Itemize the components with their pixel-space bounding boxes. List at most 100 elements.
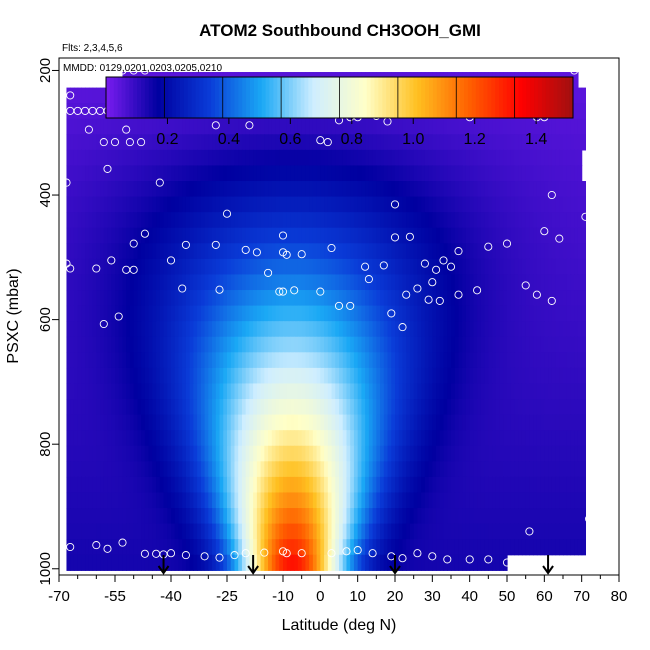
heatmap-cell	[372, 196, 377, 213]
heatmap-cell	[510, 181, 516, 198]
heatmap-cell	[185, 149, 191, 167]
heatmap-cell	[484, 274, 489, 291]
heatmap-cell	[268, 399, 273, 416]
heatmap-cell	[469, 367, 474, 385]
heatmap-cell	[268, 554, 273, 571]
heatmap-cell	[327, 196, 333, 213]
heatmap-cell	[563, 508, 568, 525]
heatmap-cell	[559, 383, 564, 400]
heatmap-cell	[574, 336, 579, 353]
heatmap-cell	[107, 430, 112, 447]
heatmap-cell	[193, 227, 198, 244]
observation-point	[103, 544, 112, 553]
heatmap-cell	[111, 523, 116, 540]
heatmap-cell	[413, 165, 418, 182]
heatmap-cell	[436, 492, 441, 509]
heatmap-cell	[417, 492, 422, 509]
heatmap-cell	[268, 445, 273, 462]
heatmap-cell	[171, 118, 176, 135]
heatmap-cell	[227, 461, 232, 478]
heatmap-cell	[495, 367, 501, 385]
heatmap-cell	[465, 196, 471, 213]
observation-point	[166, 256, 176, 265]
heatmap-cell	[77, 103, 82, 120]
heatmap-cell	[92, 243, 97, 260]
heatmap-cell	[219, 399, 224, 416]
heatmap-cell	[294, 305, 299, 322]
heatmap-cell	[398, 352, 404, 369]
heatmap-cell	[398, 383, 404, 400]
heatmap-cell	[477, 445, 482, 462]
heatmap-cell	[495, 165, 501, 182]
heatmap-cell	[137, 367, 142, 385]
heatmap-cell	[264, 414, 269, 431]
heatmap-cell	[335, 118, 340, 135]
colorbar-segment	[168, 77, 173, 118]
heatmap-cell	[339, 367, 344, 385]
heatmap-cell	[447, 445, 452, 462]
heatmap-cell	[260, 492, 265, 509]
heatmap-cell	[241, 227, 247, 244]
colorbar-segment	[475, 77, 481, 118]
heatmap-cell	[436, 118, 441, 135]
colorbar-segment	[195, 77, 200, 118]
heatmap-cell	[238, 523, 243, 540]
heatmap-cell	[85, 243, 90, 260]
heatmap-cell	[115, 290, 120, 307]
heatmap-cell	[223, 430, 228, 447]
heatmap-cell	[133, 554, 138, 571]
heatmap-cell	[81, 274, 86, 291]
heatmap-cell	[174, 367, 180, 385]
heatmap-cell	[256, 118, 262, 135]
heatmap-cell	[480, 258, 486, 276]
heatmap-cell	[518, 399, 523, 416]
heatmap-cell	[73, 321, 79, 338]
heatmap-cell	[163, 196, 168, 213]
heatmap-cell	[118, 274, 124, 291]
heatmap-cell	[566, 290, 572, 307]
heatmap-cell	[421, 414, 426, 431]
heatmap-cell	[144, 414, 150, 431]
heatmap-cell	[271, 367, 277, 385]
heatmap-cell	[275, 149, 280, 167]
heatmap-cell	[451, 227, 456, 244]
heatmap-cell	[559, 445, 564, 462]
heatmap-cell	[159, 430, 165, 447]
heatmap-cell	[342, 290, 348, 307]
heatmap-cell	[548, 539, 553, 556]
heatmap-cell	[185, 554, 191, 571]
heatmap-cell	[163, 258, 168, 276]
heatmap-cell	[529, 227, 534, 244]
heatmap-cell	[465, 134, 471, 151]
heatmap-cell	[551, 212, 557, 229]
heatmap-cell	[454, 430, 460, 447]
heatmap-cell	[88, 227, 94, 244]
heatmap-cell	[346, 508, 351, 525]
heatmap-cell	[473, 476, 478, 494]
heatmap-cell	[432, 523, 437, 540]
heatmap-cell	[81, 305, 86, 322]
heatmap-cell	[309, 258, 314, 276]
heatmap-cell	[424, 352, 430, 369]
heatmap-cell	[309, 445, 314, 462]
heatmap-cell	[559, 336, 564, 353]
heatmap-cell	[212, 430, 217, 447]
heatmap-cell	[413, 508, 418, 525]
heatmap-cell	[294, 165, 299, 182]
heatmap-cell	[335, 258, 340, 276]
heatmap-cell	[361, 492, 366, 509]
heatmap-cell	[383, 554, 389, 571]
heatmap-cell	[398, 414, 404, 431]
heatmap-cell	[324, 539, 329, 556]
heatmap-cell	[301, 399, 306, 416]
heatmap-cell	[271, 149, 277, 167]
heatmap-cell	[260, 305, 265, 322]
heatmap-cell	[439, 196, 445, 213]
heatmap-cell	[148, 196, 153, 213]
heatmap-cell	[163, 399, 168, 416]
heatmap-cell	[436, 430, 441, 447]
heatmap-cell	[488, 305, 493, 322]
heatmap-cell	[204, 523, 209, 540]
observation-point	[140, 549, 149, 558]
heatmap-cell	[447, 305, 452, 322]
